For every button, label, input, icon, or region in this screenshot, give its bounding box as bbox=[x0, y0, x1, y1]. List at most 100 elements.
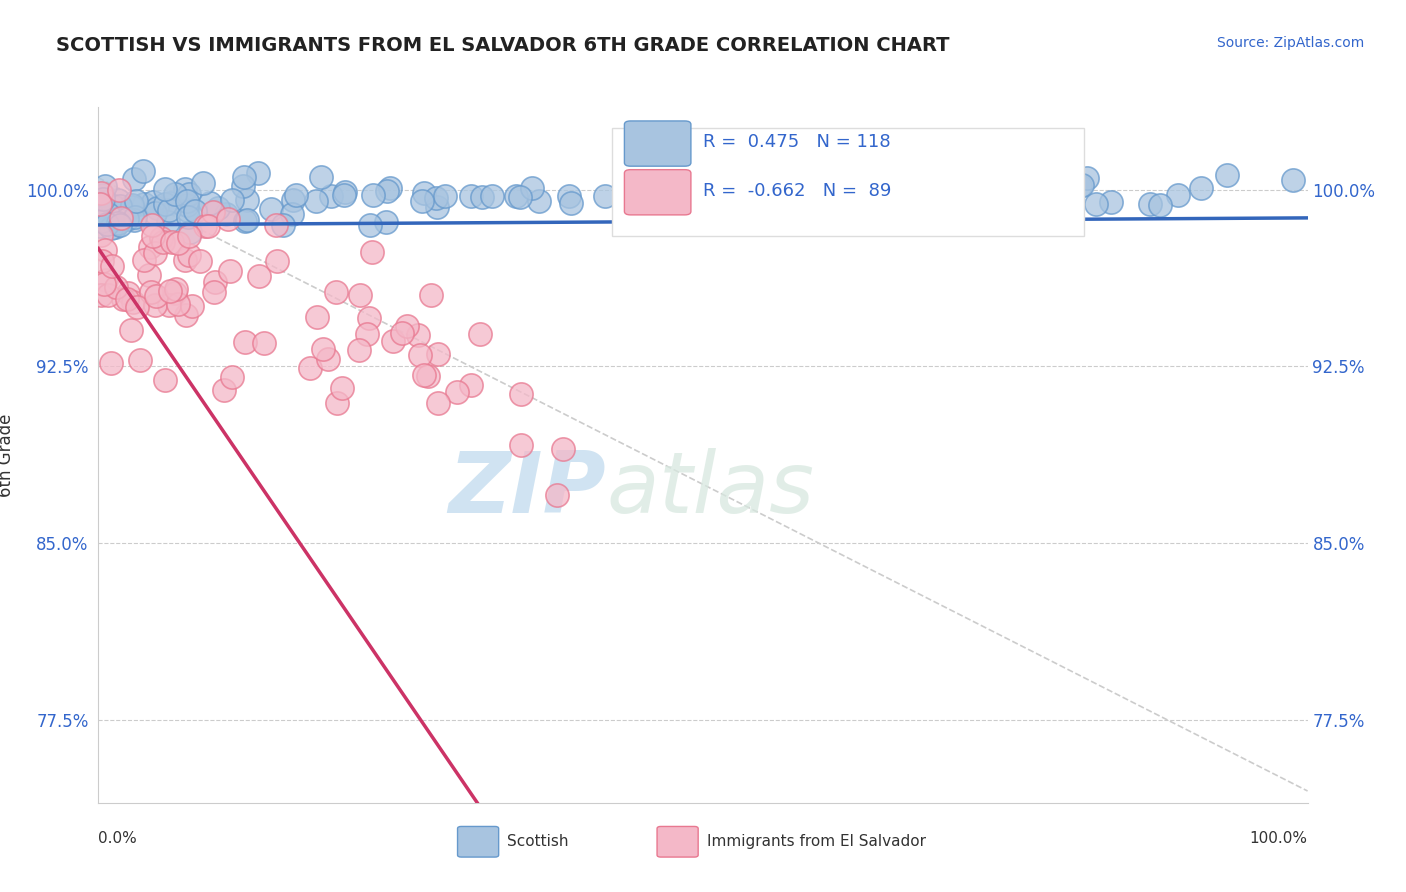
Point bbox=[247, 166, 270, 180]
Text: 0.0%: 0.0% bbox=[98, 830, 138, 846]
Text: Source: ZipAtlas.com: Source: ZipAtlas.com bbox=[1216, 36, 1364, 50]
Point bbox=[91, 188, 114, 202]
Point bbox=[460, 378, 482, 392]
Point bbox=[1084, 197, 1107, 211]
Point bbox=[967, 199, 990, 213]
Point bbox=[177, 210, 200, 224]
Point bbox=[93, 277, 115, 291]
Point bbox=[232, 170, 254, 185]
Point bbox=[1139, 197, 1161, 211]
Point bbox=[319, 189, 342, 203]
Point bbox=[107, 201, 129, 215]
Point bbox=[132, 252, 155, 267]
Point bbox=[460, 189, 482, 203]
Point bbox=[361, 188, 384, 202]
Point bbox=[236, 213, 259, 227]
Point bbox=[221, 193, 243, 207]
Point bbox=[90, 214, 112, 228]
Point bbox=[333, 187, 356, 202]
Point bbox=[141, 218, 163, 232]
Point bbox=[333, 185, 356, 199]
FancyBboxPatch shape bbox=[613, 128, 1084, 235]
Point bbox=[94, 179, 117, 194]
Point bbox=[411, 194, 433, 208]
Point bbox=[177, 186, 200, 201]
Point bbox=[1216, 168, 1239, 182]
Point bbox=[152, 235, 174, 250]
Point bbox=[142, 229, 165, 244]
Point bbox=[236, 193, 259, 207]
Point bbox=[125, 194, 148, 209]
Point bbox=[427, 347, 450, 361]
Point bbox=[143, 205, 166, 219]
Point bbox=[546, 487, 568, 501]
Point bbox=[153, 197, 176, 211]
Text: atlas: atlas bbox=[606, 448, 814, 532]
Point bbox=[406, 327, 429, 342]
Point bbox=[426, 201, 449, 215]
Point bbox=[174, 308, 197, 322]
Point bbox=[96, 217, 118, 231]
Point bbox=[446, 385, 468, 400]
Point bbox=[217, 212, 239, 227]
Point bbox=[1022, 202, 1045, 216]
Point bbox=[285, 187, 308, 202]
Point bbox=[176, 198, 198, 212]
Point bbox=[221, 370, 243, 384]
Point bbox=[150, 231, 173, 245]
Point bbox=[122, 172, 145, 186]
Point bbox=[879, 176, 901, 190]
Point bbox=[1071, 178, 1094, 193]
Point bbox=[198, 196, 221, 211]
Point bbox=[97, 207, 120, 221]
Point bbox=[412, 368, 434, 383]
Point bbox=[264, 218, 287, 232]
Point bbox=[90, 288, 112, 302]
Point bbox=[139, 285, 162, 300]
Point bbox=[165, 282, 187, 296]
Point bbox=[1189, 181, 1212, 195]
Point bbox=[108, 183, 131, 197]
Point bbox=[690, 159, 713, 173]
Point bbox=[174, 182, 197, 196]
Point bbox=[619, 204, 641, 219]
Point bbox=[232, 178, 254, 193]
Point bbox=[360, 244, 382, 259]
Point bbox=[395, 318, 418, 333]
Point bbox=[111, 292, 134, 306]
Point bbox=[425, 191, 447, 205]
Point bbox=[1015, 184, 1038, 198]
Point bbox=[157, 215, 180, 229]
Point bbox=[120, 323, 142, 337]
Point bbox=[110, 211, 132, 225]
Text: SCOTTISH VS IMMIGRANTS FROM EL SALVADOR 6TH GRADE CORRELATION CHART: SCOTTISH VS IMMIGRANTS FROM EL SALVADOR … bbox=[56, 36, 949, 54]
Point bbox=[560, 196, 582, 211]
Point bbox=[332, 381, 354, 395]
Point bbox=[91, 254, 114, 268]
Point bbox=[986, 181, 1008, 195]
Point bbox=[326, 396, 349, 410]
Point bbox=[173, 253, 195, 268]
Point bbox=[316, 352, 339, 367]
Point bbox=[115, 293, 138, 307]
Point bbox=[167, 296, 190, 310]
Point bbox=[117, 286, 139, 301]
Point bbox=[202, 285, 225, 300]
Point bbox=[89, 219, 111, 234]
Point bbox=[100, 356, 122, 370]
Point bbox=[793, 183, 815, 197]
Point bbox=[163, 285, 186, 300]
Point bbox=[193, 176, 215, 190]
Point bbox=[159, 195, 181, 210]
Point bbox=[266, 254, 288, 268]
Point bbox=[527, 194, 550, 209]
Point bbox=[357, 310, 380, 325]
Text: Scottish: Scottish bbox=[508, 834, 568, 849]
Point bbox=[510, 387, 533, 401]
Point bbox=[307, 310, 329, 325]
Point bbox=[91, 192, 114, 206]
Point bbox=[391, 326, 413, 341]
Point bbox=[233, 214, 256, 228]
Point bbox=[1099, 194, 1122, 209]
Point bbox=[218, 264, 240, 278]
